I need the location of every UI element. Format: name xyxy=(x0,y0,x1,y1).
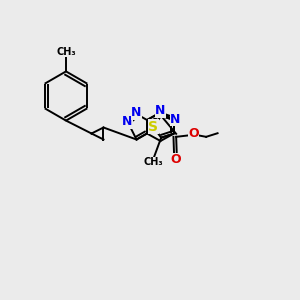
Text: CH₃: CH₃ xyxy=(144,157,164,167)
Text: S: S xyxy=(148,120,158,134)
Text: N: N xyxy=(122,115,133,128)
Text: O: O xyxy=(188,127,199,140)
Text: N: N xyxy=(170,112,181,126)
Text: O: O xyxy=(170,153,181,166)
Text: CH₃: CH₃ xyxy=(56,47,76,57)
Text: N: N xyxy=(155,104,166,117)
Text: N: N xyxy=(131,106,142,119)
